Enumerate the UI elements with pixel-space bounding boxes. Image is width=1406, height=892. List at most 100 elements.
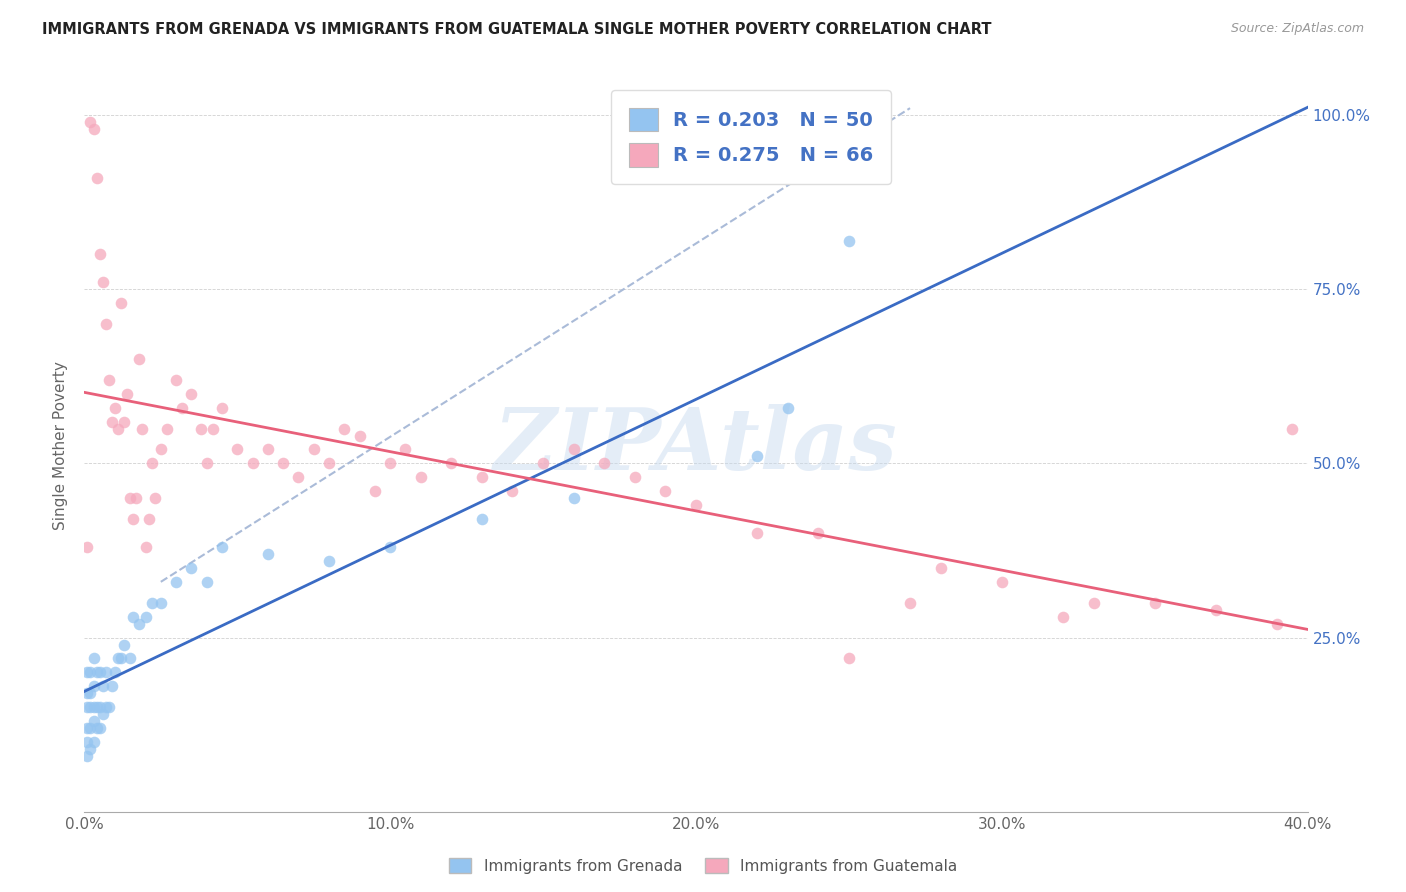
Point xyxy=(226,442,249,457)
Point xyxy=(86,170,108,185)
Point xyxy=(242,457,264,471)
Point xyxy=(471,512,494,526)
Point xyxy=(143,491,166,506)
Point xyxy=(1265,616,1288,631)
Point xyxy=(257,547,280,561)
Point xyxy=(149,596,172,610)
Point xyxy=(115,386,138,401)
Point xyxy=(125,491,148,506)
Point xyxy=(76,665,98,680)
Point xyxy=(76,540,98,554)
Point xyxy=(120,491,142,506)
Point xyxy=(94,665,117,680)
Point xyxy=(180,561,202,575)
Point xyxy=(83,122,105,136)
Point xyxy=(190,421,212,435)
Point xyxy=(131,421,153,435)
Point xyxy=(287,470,309,484)
Point xyxy=(83,679,105,693)
Point xyxy=(394,442,416,457)
Point xyxy=(991,574,1014,589)
Point xyxy=(94,700,117,714)
Point xyxy=(91,275,114,289)
Point xyxy=(165,574,187,589)
Point xyxy=(685,498,707,512)
Point xyxy=(929,561,952,575)
Legend: R = 0.203   N = 50, R = 0.275   N = 66: R = 0.203 N = 50, R = 0.275 N = 66 xyxy=(612,90,891,184)
Point xyxy=(318,457,340,471)
Point xyxy=(97,373,120,387)
Point xyxy=(898,596,921,610)
Point xyxy=(89,700,111,714)
Point xyxy=(135,540,157,554)
Point xyxy=(1281,421,1303,435)
Point xyxy=(156,421,179,435)
Point xyxy=(195,574,218,589)
Point xyxy=(440,457,463,471)
Point xyxy=(89,665,111,680)
Point xyxy=(141,596,163,610)
Point xyxy=(91,679,114,693)
Text: ZIPAtlas: ZIPAtlas xyxy=(494,404,898,488)
Point xyxy=(211,540,233,554)
Point xyxy=(86,700,108,714)
Point xyxy=(195,457,218,471)
Point xyxy=(502,484,524,499)
Point xyxy=(807,526,830,541)
Point xyxy=(776,401,799,415)
Point xyxy=(409,470,432,484)
Point xyxy=(135,609,157,624)
Point xyxy=(562,491,585,506)
Point xyxy=(89,247,111,261)
Legend: Immigrants from Grenada, Immigrants from Guatemala: Immigrants from Grenada, Immigrants from… xyxy=(443,852,963,880)
Point xyxy=(172,401,194,415)
Text: IMMIGRANTS FROM GRENADA VS IMMIGRANTS FROM GUATEMALA SINGLE MOTHER POVERTY CORRE: IMMIGRANTS FROM GRENADA VS IMMIGRANTS FR… xyxy=(42,22,991,37)
Point xyxy=(302,442,325,457)
Point xyxy=(120,651,142,665)
Point xyxy=(91,707,114,722)
Point xyxy=(349,428,371,442)
Point xyxy=(79,721,101,735)
Point xyxy=(104,401,127,415)
Point xyxy=(593,457,616,471)
Point xyxy=(79,665,101,680)
Point xyxy=(1205,603,1227,617)
Point xyxy=(76,721,98,735)
Point xyxy=(86,721,108,735)
Point xyxy=(180,386,202,401)
Point xyxy=(838,234,860,248)
Point xyxy=(76,735,98,749)
Point xyxy=(747,526,769,541)
Point xyxy=(201,421,224,435)
Point xyxy=(654,484,676,499)
Point xyxy=(149,442,172,457)
Point xyxy=(364,484,387,499)
Point xyxy=(89,721,111,735)
Point xyxy=(333,421,356,435)
Point xyxy=(107,421,129,435)
Point xyxy=(86,665,108,680)
Point xyxy=(110,296,132,310)
Point xyxy=(79,700,101,714)
Point xyxy=(122,512,145,526)
Point xyxy=(138,512,160,526)
Point xyxy=(380,457,402,471)
Point xyxy=(838,651,860,665)
Point xyxy=(79,686,101,700)
Point xyxy=(318,554,340,568)
Point xyxy=(471,470,494,484)
Point xyxy=(380,540,402,554)
Point xyxy=(79,115,101,129)
Point xyxy=(271,457,294,471)
Point xyxy=(94,317,117,331)
Point xyxy=(128,351,150,366)
Point xyxy=(76,686,98,700)
Point xyxy=(257,442,280,457)
Point xyxy=(112,638,135,652)
Point xyxy=(107,651,129,665)
Point xyxy=(79,742,101,756)
Point xyxy=(83,700,105,714)
Point xyxy=(747,450,769,464)
Point xyxy=(97,700,120,714)
Text: Source: ZipAtlas.com: Source: ZipAtlas.com xyxy=(1230,22,1364,36)
